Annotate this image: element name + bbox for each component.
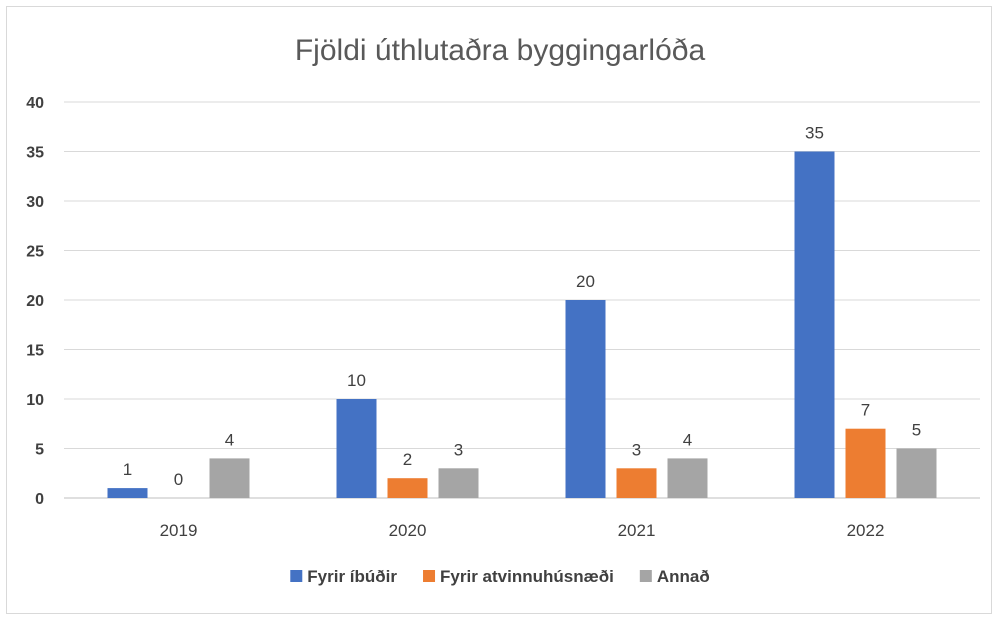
bar (336, 399, 377, 498)
data-label: 35 (805, 124, 824, 143)
bar (616, 468, 657, 498)
y-tick-label: 30 (26, 194, 44, 211)
data-label: 20 (576, 272, 595, 291)
x-tick-label: 2019 (160, 521, 198, 540)
y-tick-label: 5 (35, 442, 44, 459)
y-tick-label: 15 (26, 343, 44, 360)
legend-swatch (639, 570, 652, 582)
legend-label: Fyrir íbúðir (307, 567, 397, 586)
bar (387, 478, 428, 498)
data-label: 3 (632, 440, 641, 459)
bar (667, 458, 708, 498)
x-tick-label: 2020 (389, 521, 427, 540)
legend-swatch (290, 570, 303, 582)
legend-label: Annað (657, 567, 710, 586)
bar (107, 488, 148, 498)
data-label: 10 (347, 371, 366, 390)
y-tick-label: 40 (26, 95, 44, 112)
y-tick-label: 10 (26, 392, 44, 409)
y-axis-ticks: 0 5 10 15 20 25 30 35 40 (26, 95, 44, 508)
bar (565, 300, 606, 498)
x-tick-label: 2021 (618, 521, 656, 540)
chart-title: Fjöldi úthlutaðra byggingarlóða (295, 34, 706, 67)
data-label: 4 (225, 430, 234, 449)
bar (845, 428, 886, 498)
data-label: 2 (403, 450, 412, 469)
x-tick-label: 2022 (847, 521, 885, 540)
legend-item: Fyrir íbúðir (290, 567, 397, 586)
bars (107, 151, 937, 498)
y-tick-label: 0 (35, 491, 44, 508)
legend-item: Fyrir atvinnuhúsnæði (423, 567, 614, 586)
bar (438, 468, 479, 498)
data-label: 5 (912, 421, 921, 440)
x-axis-ticks: 2019 2020 2021 2022 (160, 521, 885, 540)
bar (209, 458, 250, 498)
data-label: 3 (454, 440, 463, 459)
legend-label: Fyrir atvinnuhúsnæði (440, 567, 614, 586)
legend: Fyrir íbúðir Fyrir atvinnuhúsnæði Annað (290, 567, 710, 586)
data-label: 1 (123, 460, 132, 479)
y-tick-label: 35 (26, 145, 44, 162)
bar (896, 448, 937, 498)
bar (794, 151, 835, 498)
legend-swatch (423, 570, 436, 582)
legend-item: Annað (639, 567, 710, 586)
data-label: 0 (174, 470, 183, 489)
y-tick-label: 25 (26, 244, 44, 261)
data-label: 4 (683, 430, 692, 449)
gridlines (64, 101, 980, 499)
data-label: 7 (861, 401, 870, 420)
y-tick-label: 20 (26, 293, 44, 310)
